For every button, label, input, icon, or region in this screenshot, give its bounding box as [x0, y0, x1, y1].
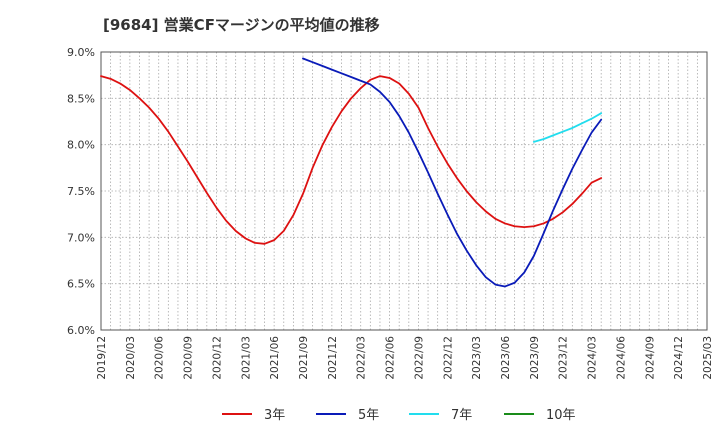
x-tick-label: 2024/03	[587, 336, 599, 380]
x-tick-label: 2020/09	[183, 336, 195, 380]
y-tick-label: 6.0%	[67, 324, 95, 337]
chart-title: [9684] 営業CFマージンの平均値の推移	[103, 16, 380, 34]
x-tick-label: 2021/09	[298, 336, 310, 380]
grid	[101, 52, 707, 330]
x-tick-label: 2022/09	[413, 336, 425, 380]
y-axis: 6.0% 6.5% 7.0% 7.5% 8.0% 8.5% 9.0%	[67, 46, 95, 337]
x-tick-label: 2022/12	[442, 336, 454, 380]
y-tick-label: 8.0%	[67, 139, 95, 152]
series-layer	[100, 57, 603, 288]
x-axis: 2019/12 2020/03 2020/06 2020/09 2020/12 2021/…	[96, 336, 714, 380]
x-tick-label: 2023/12	[558, 336, 570, 380]
x-tick-label: 2025/03	[702, 336, 714, 380]
legend: 3年 5年 7年 10年	[222, 408, 576, 423]
x-tick-label: 2022/03	[356, 336, 368, 380]
legend-label: 10年	[546, 408, 576, 423]
x-tick-label: 2024/06	[615, 336, 627, 380]
x-tick-label: 2020/06	[154, 336, 166, 380]
x-tick-label: 2021/12	[327, 336, 339, 380]
x-tick-label: 2023/09	[529, 336, 541, 380]
legend-label: 5年	[358, 408, 379, 423]
x-tick-label: 2022/06	[385, 336, 397, 380]
x-tick-label: 2020/03	[125, 336, 137, 380]
series-line-3	[532, 112, 603, 143]
x-tick-label: 2023/03	[471, 336, 483, 380]
legend-label: 7年	[451, 408, 472, 423]
y-tick-label: 7.0%	[67, 231, 95, 244]
series-line-2	[302, 57, 603, 288]
x-tick-label: 2020/12	[211, 336, 223, 380]
y-tick-label: 9.0%	[67, 46, 95, 59]
plot-frame	[100, 51, 708, 331]
y-tick-label: 6.5%	[67, 278, 95, 291]
x-tick-label: 2023/06	[500, 336, 512, 380]
series-line-1	[100, 75, 603, 245]
x-tick-label: 2024/09	[644, 336, 656, 380]
x-tick-label: 2021/03	[240, 336, 252, 380]
y-tick-label: 8.5%	[67, 92, 95, 105]
x-tick-label: 2019/12	[96, 336, 108, 380]
x-tick-label: 2024/12	[673, 336, 685, 380]
y-tick-label: 7.5%	[67, 185, 95, 198]
legend-label: 3年	[264, 408, 285, 423]
x-tick-label: 2021/06	[269, 336, 281, 380]
